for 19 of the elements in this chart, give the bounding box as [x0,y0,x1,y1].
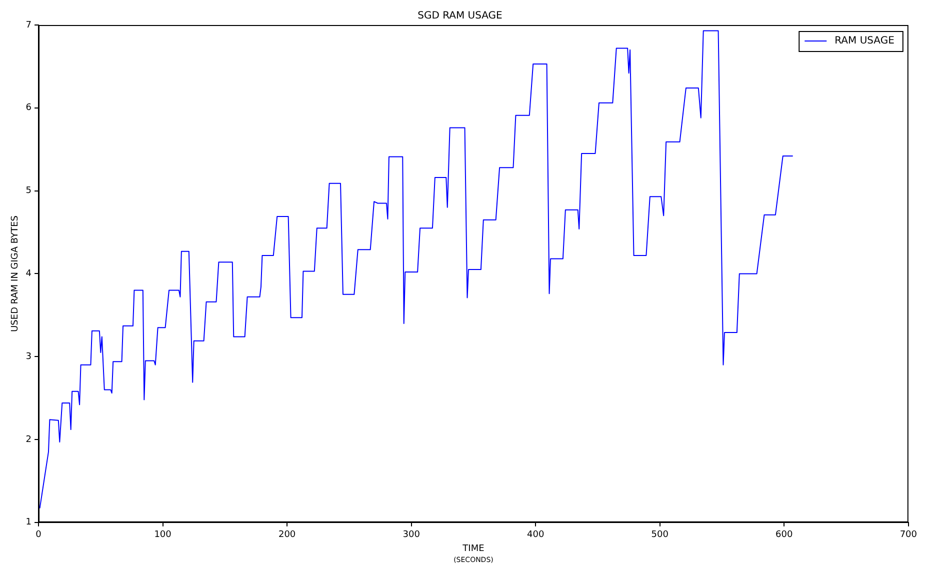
x-tick-label: 400 [527,530,544,540]
y-tick-label: 1 [26,518,32,528]
y-tick-label: 6 [26,103,32,114]
chart-title: SGD RAM USAGE [418,10,502,22]
y-tick-label: 5 [26,186,32,196]
y-tick-label: 2 [26,434,32,445]
y-tick-label: 4 [26,269,32,280]
x-tick-label: 500 [651,530,669,540]
x-tick-label: 200 [278,530,296,540]
y-axis-title: USED RAM IN GIGA BYTES [10,215,21,332]
y-tick-label: 7 [26,20,32,30]
y-tick-label: 3 [26,352,32,362]
x-tick-label: 700 [900,530,918,540]
x-tick-label: 600 [776,530,793,540]
x-tick-label: 0 [36,530,42,540]
x-tick-label: 300 [402,530,420,540]
x-axis-title: TIME [462,544,485,554]
legend-label: RAM USAGE [834,36,894,47]
x-tick-label: 100 [154,530,172,540]
